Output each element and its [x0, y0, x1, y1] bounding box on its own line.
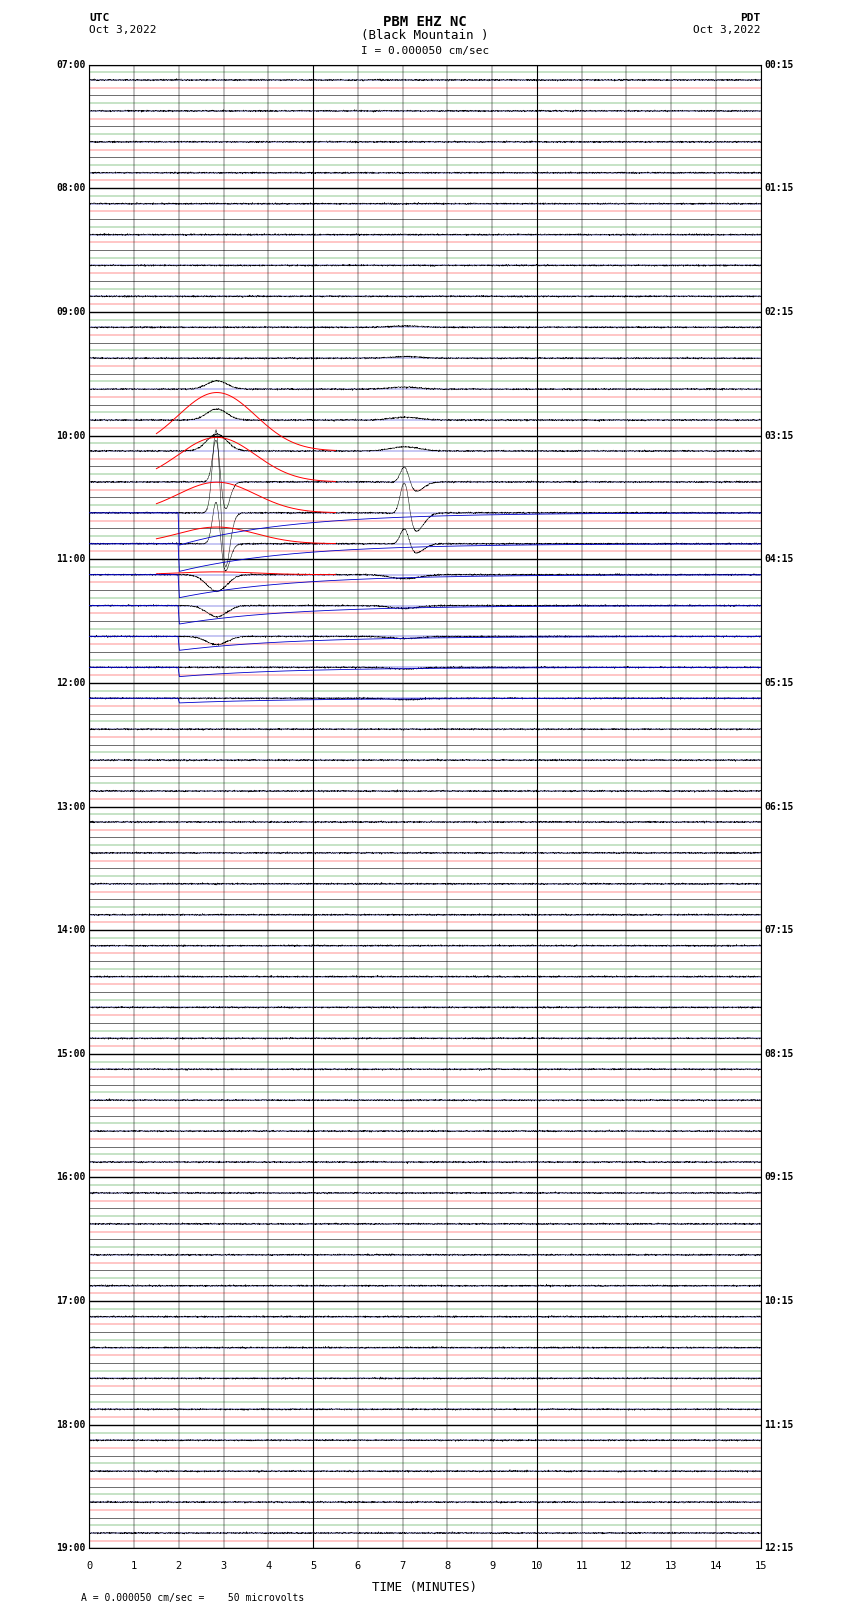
Text: 07:15: 07:15	[764, 926, 794, 936]
Text: 11: 11	[575, 1561, 588, 1571]
Text: 05:15: 05:15	[764, 677, 794, 687]
Text: 07:00: 07:00	[56, 60, 86, 69]
Text: 10: 10	[530, 1561, 543, 1571]
Text: 17:00: 17:00	[56, 1297, 86, 1307]
Text: 13: 13	[665, 1561, 677, 1571]
Text: 09:00: 09:00	[56, 306, 86, 316]
Text: 08:00: 08:00	[56, 184, 86, 194]
Text: UTC: UTC	[89, 13, 110, 23]
Text: 18:00: 18:00	[56, 1419, 86, 1429]
Text: 10:15: 10:15	[764, 1297, 794, 1307]
Text: 12:00: 12:00	[56, 677, 86, 687]
Text: 9: 9	[489, 1561, 496, 1571]
Text: 7: 7	[400, 1561, 405, 1571]
Text: Oct 3,2022: Oct 3,2022	[89, 26, 156, 35]
Text: 00:15: 00:15	[764, 60, 794, 69]
Text: 11:15: 11:15	[764, 1419, 794, 1429]
Text: 8: 8	[445, 1561, 450, 1571]
Text: 04:15: 04:15	[764, 555, 794, 565]
Text: 06:15: 06:15	[764, 802, 794, 811]
Text: 13:00: 13:00	[56, 802, 86, 811]
Text: 12: 12	[620, 1561, 632, 1571]
Text: 3: 3	[220, 1561, 227, 1571]
Text: 08:15: 08:15	[764, 1048, 794, 1058]
Text: 0: 0	[86, 1561, 93, 1571]
Text: PDT: PDT	[740, 13, 761, 23]
Text: 6: 6	[354, 1561, 361, 1571]
Text: 11:00: 11:00	[56, 555, 86, 565]
Text: 19:00: 19:00	[56, 1544, 86, 1553]
Text: A = 0.000050 cm/sec =    50 microvolts: A = 0.000050 cm/sec = 50 microvolts	[81, 1594, 304, 1603]
Text: PBM EHZ NC: PBM EHZ NC	[383, 15, 467, 29]
Text: 16:00: 16:00	[56, 1173, 86, 1182]
Text: 02:15: 02:15	[764, 306, 794, 316]
Text: 09:15: 09:15	[764, 1173, 794, 1182]
Text: 01:15: 01:15	[764, 184, 794, 194]
Text: I = 0.000050 cm/sec: I = 0.000050 cm/sec	[361, 47, 489, 56]
Text: Oct 3,2022: Oct 3,2022	[694, 26, 761, 35]
Text: 15: 15	[755, 1561, 767, 1571]
Text: 15:00: 15:00	[56, 1048, 86, 1058]
Text: TIME (MINUTES): TIME (MINUTES)	[372, 1581, 478, 1594]
Text: 2: 2	[176, 1561, 182, 1571]
Text: 12:15: 12:15	[764, 1544, 794, 1553]
Text: 03:15: 03:15	[764, 431, 794, 440]
Text: 1: 1	[131, 1561, 137, 1571]
Text: 14:00: 14:00	[56, 926, 86, 936]
Text: 10:00: 10:00	[56, 431, 86, 440]
Text: 4: 4	[265, 1561, 271, 1571]
Text: (Black Mountain ): (Black Mountain )	[361, 29, 489, 42]
Text: 14: 14	[710, 1561, 722, 1571]
Text: 5: 5	[310, 1561, 316, 1571]
